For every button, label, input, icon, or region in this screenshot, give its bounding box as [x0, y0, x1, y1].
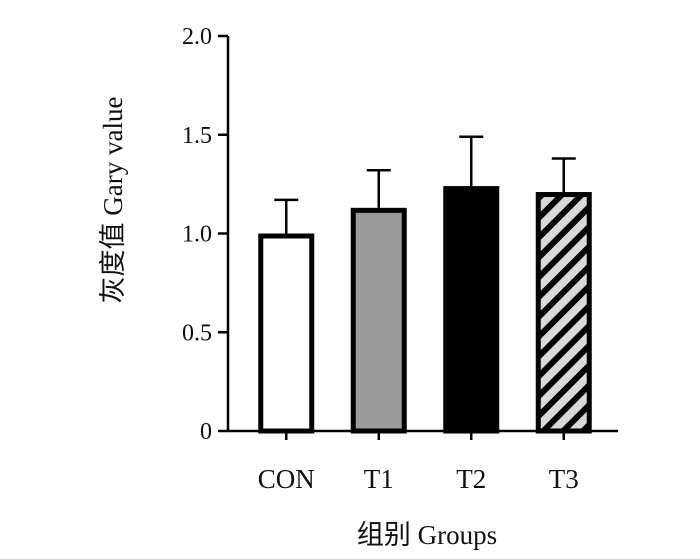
y-tick-label: 1.0: [182, 222, 212, 248]
x-tick-label-t2: T2: [456, 464, 486, 494]
x-tick-label-con: CON: [258, 464, 315, 494]
y-tick-label: 1.5: [182, 123, 212, 149]
y-axis-label: 灰度值 Gary value: [98, 97, 128, 304]
y-tick-label: 0: [200, 419, 212, 445]
x-tick-labels: CON T1 T2 T3: [258, 431, 579, 494]
bar-t2: [443, 186, 500, 434]
y-tick-label: 0.5: [182, 320, 212, 346]
y-axis: 0 0.5 1.0 1.5 2.0: [182, 24, 230, 445]
bar-con: [258, 233, 315, 434]
bar-t3: [535, 192, 592, 434]
bars: [258, 186, 592, 434]
x-tick-label-t1: T1: [364, 464, 394, 494]
bar-t1: [350, 207, 407, 434]
y-tick-label: 2.0: [182, 24, 212, 50]
x-axis-label: 组别 Groups: [357, 520, 497, 550]
x-tick-label-t3: T3: [549, 464, 579, 494]
error-bars: [274, 135, 576, 234]
